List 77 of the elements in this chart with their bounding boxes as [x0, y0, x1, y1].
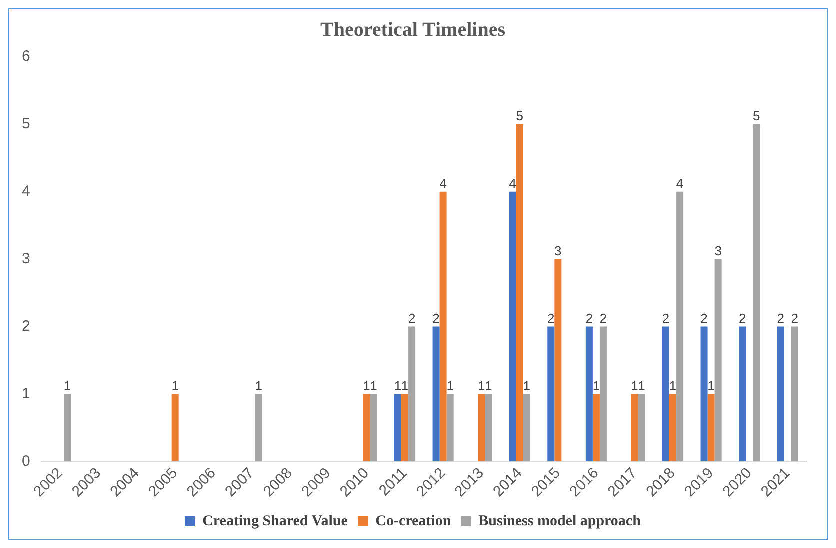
data-label: 1 [708, 378, 715, 394]
bar [509, 192, 516, 462]
y-tick-label: 1 [22, 385, 30, 402]
data-label: 5 [752, 108, 760, 124]
bar [739, 326, 746, 462]
bar [714, 259, 722, 462]
bar [255, 394, 262, 462]
data-label: 2 [791, 310, 798, 326]
bar [554, 259, 562, 462]
data-label: 4 [676, 176, 684, 191]
data-label: 3 [554, 243, 562, 258]
y-tick-label: 3 [22, 250, 30, 268]
data-label: 2 [408, 310, 416, 326]
data-label: 1 [446, 378, 454, 394]
data-label: 2 [700, 310, 708, 326]
data-label: 1 [523, 378, 531, 394]
y-tick-label: 5 [22, 116, 30, 133]
legend-label: Business model approach [478, 513, 642, 530]
data-label: 2 [777, 310, 784, 326]
bar [523, 394, 530, 462]
bar [753, 124, 760, 462]
data-label: 1 [669, 378, 677, 394]
bar [485, 394, 492, 462]
data-label: 1 [638, 378, 646, 394]
legend-label: Co-creation [376, 513, 452, 530]
bar [432, 326, 440, 462]
bar [700, 326, 708, 462]
bar [172, 394, 179, 462]
y-tick-label: 0 [22, 452, 30, 470]
bar [662, 326, 670, 462]
data-label: 1 [172, 378, 179, 394]
data-label: 1 [631, 378, 638, 394]
data-label: 5 [516, 108, 524, 124]
y-tick-label: 4 [22, 183, 30, 200]
data-label: 1 [64, 378, 72, 394]
data-label: 1 [478, 378, 486, 394]
bar [708, 394, 715, 462]
data-label: 2 [586, 310, 594, 326]
data-label: 2 [662, 310, 670, 326]
bar [64, 394, 72, 462]
data-label: 3 [714, 243, 722, 258]
y-tick-label: 2 [22, 318, 30, 335]
bar [478, 394, 486, 462]
bar [363, 394, 370, 462]
data-label: 2 [432, 310, 440, 326]
y-tick-label: 6 [22, 48, 30, 66]
legend-label: Creating Shared Value [202, 513, 348, 530]
data-label: 4 [440, 176, 447, 191]
bar [440, 192, 447, 462]
bar [446, 394, 454, 462]
bar [600, 326, 607, 462]
data-label: 1 [363, 378, 370, 394]
data-label: 1 [394, 378, 402, 394]
bar [408, 326, 416, 462]
data-label: 2 [738, 310, 746, 326]
bar [402, 394, 409, 462]
chart-title: Theoretical Timelines [320, 19, 506, 42]
bar [631, 394, 638, 462]
bar [676, 192, 684, 462]
data-label: 4 [509, 176, 516, 191]
data-label: 1 [255, 378, 263, 394]
bar [370, 394, 378, 462]
data-label: 1 [592, 378, 600, 394]
bar [670, 394, 677, 462]
bar [777, 326, 784, 462]
bar [586, 326, 593, 462]
data-label: 1 [370, 378, 378, 394]
bar [592, 394, 600, 462]
bar [548, 326, 555, 462]
bar [791, 326, 798, 462]
data-label: 2 [548, 310, 555, 326]
bar [516, 124, 524, 462]
bar [394, 394, 402, 462]
bar [638, 394, 646, 462]
data-label: 2 [600, 310, 608, 326]
data-label: 1 [401, 378, 409, 394]
data-label: 1 [484, 378, 492, 394]
